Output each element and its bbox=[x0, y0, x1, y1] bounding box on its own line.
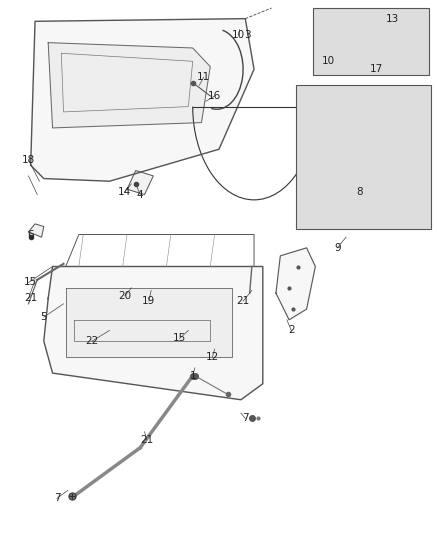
Text: 3: 3 bbox=[244, 30, 251, 39]
Text: 15: 15 bbox=[173, 334, 186, 343]
Text: 6: 6 bbox=[27, 230, 34, 239]
Polygon shape bbox=[44, 266, 263, 400]
Text: 10: 10 bbox=[322, 56, 335, 66]
Text: 8: 8 bbox=[356, 187, 363, 197]
Text: 16: 16 bbox=[208, 91, 221, 101]
Text: 15: 15 bbox=[24, 278, 37, 287]
Text: 11: 11 bbox=[197, 72, 210, 82]
Text: 20: 20 bbox=[118, 291, 131, 301]
Text: 10: 10 bbox=[232, 30, 245, 39]
Polygon shape bbox=[28, 224, 44, 237]
Polygon shape bbox=[66, 288, 232, 357]
Polygon shape bbox=[276, 248, 315, 320]
Text: 19: 19 bbox=[142, 296, 155, 306]
Text: 22: 22 bbox=[85, 336, 99, 346]
Text: 4: 4 bbox=[137, 190, 144, 199]
Text: 18: 18 bbox=[22, 155, 35, 165]
Text: 13: 13 bbox=[385, 14, 399, 23]
Text: 1: 1 bbox=[189, 371, 196, 381]
Polygon shape bbox=[127, 171, 153, 195]
Text: 21: 21 bbox=[24, 294, 37, 303]
Text: 7: 7 bbox=[242, 414, 249, 423]
Text: 21: 21 bbox=[237, 296, 250, 306]
Text: 14: 14 bbox=[118, 187, 131, 197]
Text: 9: 9 bbox=[334, 243, 341, 253]
Polygon shape bbox=[31, 19, 254, 181]
Text: 17: 17 bbox=[370, 64, 383, 74]
Text: 5: 5 bbox=[40, 312, 47, 322]
Text: 21: 21 bbox=[140, 435, 153, 445]
Text: 12: 12 bbox=[206, 352, 219, 362]
FancyBboxPatch shape bbox=[296, 85, 431, 229]
Polygon shape bbox=[48, 43, 210, 128]
Text: 2: 2 bbox=[288, 326, 295, 335]
Text: 7: 7 bbox=[53, 494, 60, 503]
FancyBboxPatch shape bbox=[313, 8, 429, 75]
